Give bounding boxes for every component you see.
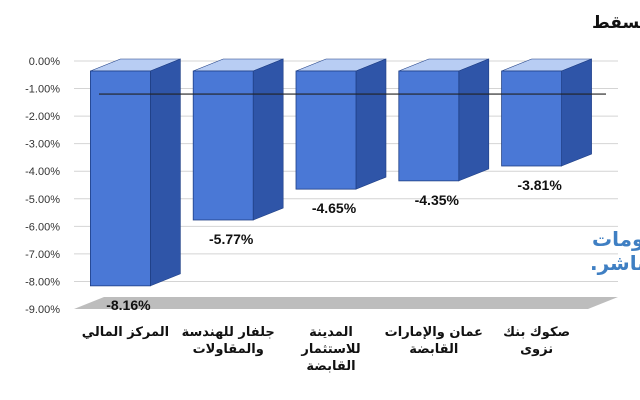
watermark-logo: معلومات مباشر. [590, 227, 640, 275]
watermark-line-1: معلومات [592, 227, 640, 251]
category-label: نزوى [520, 342, 553, 357]
category-label: المدينة [309, 325, 353, 340]
floor-plane [74, 297, 618, 309]
category-label: المركز المالي [82, 325, 169, 340]
y-tick-label: -9.00% [25, 304, 60, 316]
bar-front-face [192, 70, 254, 221]
y-tick-label: -4.00% [25, 166, 60, 178]
y-tick-label: -7.00% [25, 249, 60, 261]
data-label: -3.81% [517, 177, 562, 193]
bar [192, 58, 284, 221]
bar [501, 58, 592, 167]
bar-front-face [295, 70, 357, 190]
bar-front-face [398, 70, 460, 182]
bar-side-face [150, 58, 181, 287]
watermark-line-2: مباشر. [590, 251, 640, 275]
y-tick-label: -6.00% [25, 221, 60, 233]
data-label: -4.65% [312, 200, 357, 216]
y-tick-label: 0.00% [29, 56, 60, 68]
category-label: القابضة [306, 359, 355, 374]
data-label: -8.16% [106, 297, 151, 313]
y-axis-ticks: 0.00% -1.00% -2.00% -3.00% -4.00% -5.00% -6.00… [25, 56, 60, 316]
y-tick-label: -5.00% [25, 194, 60, 206]
category-label: عمان والإمارات [385, 325, 483, 340]
category-label: جلفار للهندسة [182, 325, 275, 340]
bar-side-face [355, 58, 387, 190]
bar-side-face [252, 58, 284, 221]
category-label: القابضة [409, 342, 458, 357]
data-label: -4.35% [415, 192, 460, 208]
category-label: صكوك بنك [503, 325, 570, 340]
bar-side-face [561, 58, 592, 167]
category-label: والمقاولات [193, 342, 264, 357]
bar [295, 58, 387, 190]
category-labels: المركز المالي جلفار للهندسة والمقاولات المد… [82, 325, 570, 374]
bar [398, 58, 490, 182]
y-tick-label: -8.00% [25, 276, 60, 288]
y-tick-label: -3.00% [25, 139, 60, 151]
chart-floor [74, 297, 618, 309]
category-label: للاستثمار [300, 342, 360, 357]
data-label: -5.77% [209, 231, 254, 247]
bar [90, 58, 181, 287]
y-tick-label: -1.00% [25, 84, 60, 96]
chart-title: أكثر 5 أسهم متراجعة ببورصة مسقط [592, 11, 640, 33]
bar-front-face [501, 70, 563, 167]
bar-front-face [90, 70, 151, 287]
bar-side-face [458, 58, 490, 182]
y-tick-label: -2.00% [25, 111, 60, 123]
data-labels: -8.16% -5.77% -4.65% -4.35% -3.81% [106, 177, 562, 313]
bars [90, 58, 592, 287]
